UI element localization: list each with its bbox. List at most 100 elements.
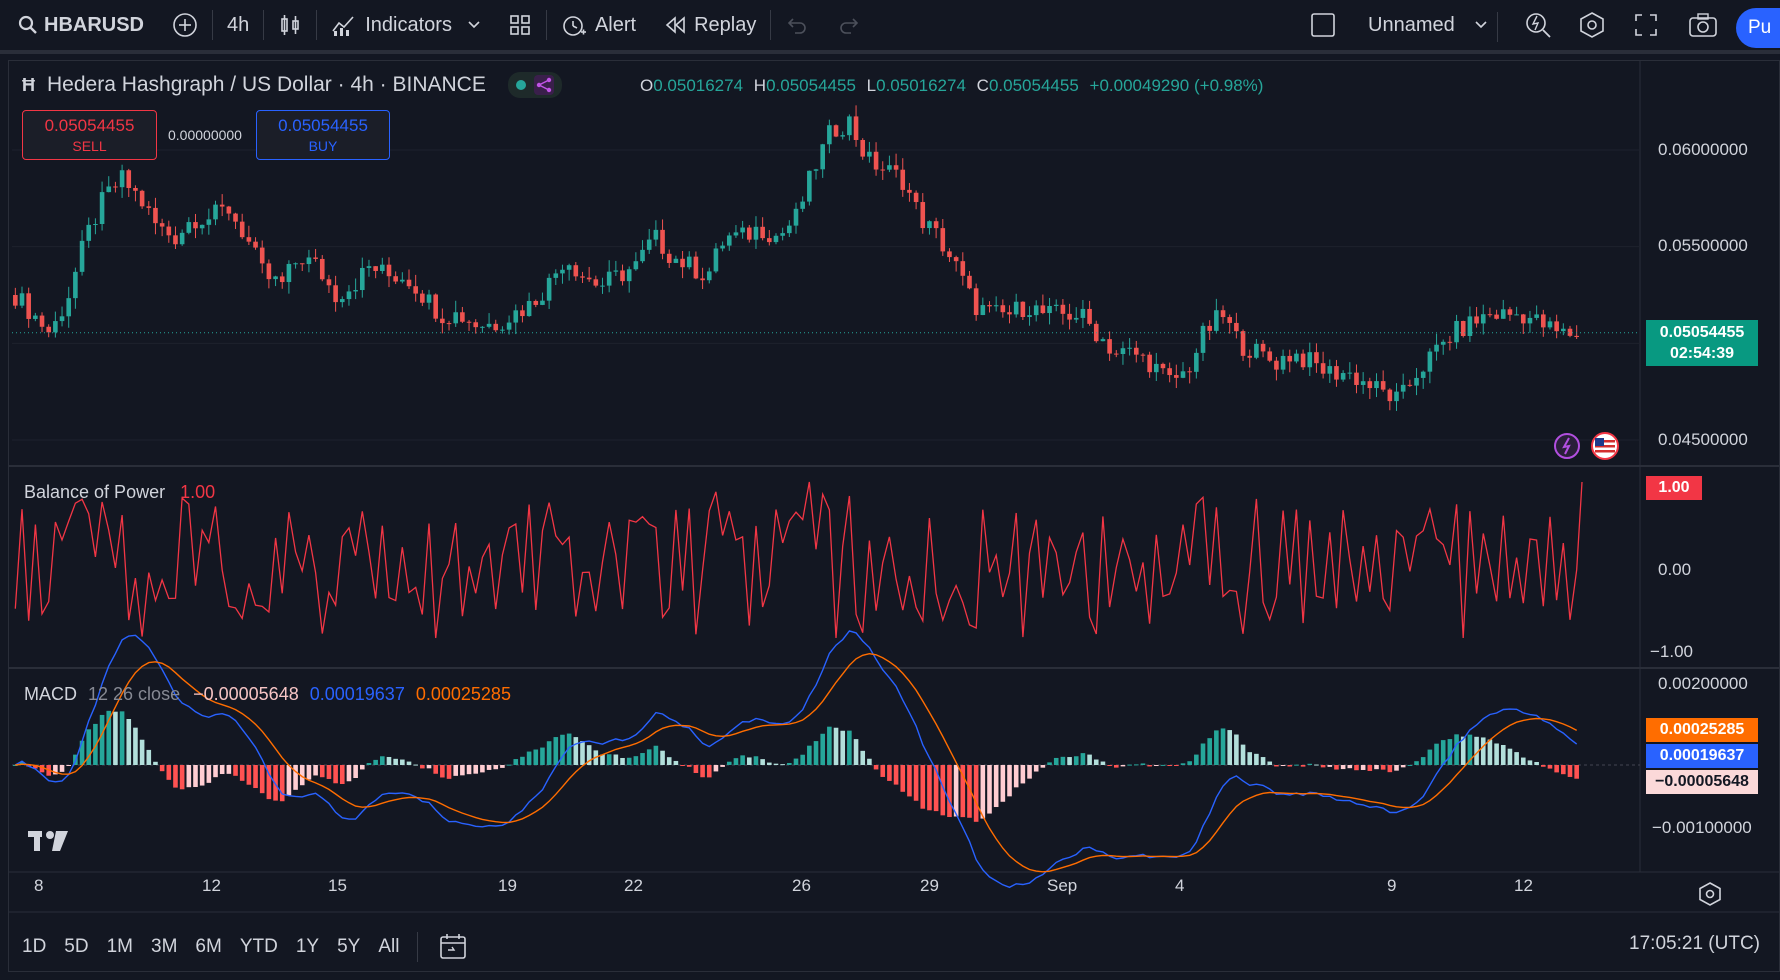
candle-body	[433, 294, 438, 319]
candle-body	[693, 256, 699, 279]
candle-body	[626, 269, 632, 282]
plus-circle-icon	[173, 13, 197, 37]
macd-histogram-bar	[706, 765, 712, 778]
macd-histogram-bar	[880, 765, 886, 777]
exchange-icon: Ħ	[22, 74, 35, 95]
macd-histogram-bar	[193, 765, 198, 787]
macd-histogram-bar	[813, 741, 819, 765]
macd-histogram-bar	[1127, 764, 1132, 766]
candle-body	[1527, 317, 1533, 324]
candle-body	[1180, 371, 1186, 378]
tradingview-logo[interactable]	[28, 828, 76, 854]
range-3m[interactable]: 3M	[151, 936, 178, 957]
macd-histogram-bar	[1474, 736, 1479, 765]
macd-histogram-bar	[953, 765, 959, 817]
macd-histogram-bar	[686, 765, 692, 767]
interval-button[interactable]: 4h	[227, 13, 250, 36]
candle-body	[126, 170, 132, 189]
candle-body	[526, 300, 532, 317]
candle-body	[1494, 314, 1499, 319]
candle-body	[500, 329, 505, 331]
candle-body	[873, 151, 879, 170]
macd-histogram-bar	[1300, 765, 1306, 767]
candle-body	[893, 165, 899, 170]
candle-body	[1140, 354, 1146, 356]
axis-settings-icon[interactable]	[1696, 880, 1724, 908]
range-1y[interactable]: 1Y	[295, 936, 320, 957]
time-axis-label: 12	[202, 876, 221, 895]
candle-body	[353, 290, 358, 292]
macd-histogram-bar	[186, 765, 192, 788]
range-6m[interactable]: 6M	[195, 936, 222, 957]
macd-histogram-bar	[1207, 738, 1212, 765]
range-ytd[interactable]: YTD	[239, 936, 278, 957]
candle-body	[1454, 320, 1459, 343]
sell-button[interactable]: 0.05054455 SELL	[22, 110, 157, 160]
candle-body	[273, 276, 278, 280]
symbol-search[interactable]: HBARUSD	[0, 0, 158, 52]
range-all[interactable]: All	[378, 936, 400, 957]
fullscreen-button[interactable]	[1620, 0, 1672, 52]
macd-histogram-bar	[19, 761, 25, 765]
clock[interactable]: 17:05:21 (UTC)	[1629, 933, 1760, 954]
bop-value-tag: 1.00	[1646, 476, 1702, 500]
candle-body	[760, 226, 765, 239]
compare-button[interactable]	[158, 0, 212, 52]
undo-button[interactable]	[771, 0, 823, 52]
candle-body	[1460, 320, 1466, 337]
macd-histogram-bar	[99, 714, 105, 765]
layout-square-icon	[1311, 13, 1335, 37]
quick-search-button[interactable]	[1510, 0, 1566, 52]
macd-histogram-bar	[480, 765, 485, 773]
candle-body	[1574, 335, 1579, 338]
divider	[1497, 12, 1498, 42]
indicators-button[interactable]: Indicators	[317, 0, 494, 52]
layouts-button[interactable]	[494, 0, 546, 52]
goto-date-icon[interactable]	[438, 933, 468, 961]
macd-histogram-bar	[533, 749, 539, 765]
macd-histogram-bar	[847, 730, 852, 765]
candle-body	[266, 263, 272, 280]
layout-name-button[interactable]: Unnamed	[1296, 0, 1501, 52]
market-status-pill[interactable]	[507, 72, 562, 98]
macd-histogram-bar	[1380, 765, 1386, 770]
replay-button[interactable]: Replay	[650, 0, 770, 52]
macd-histogram-bar	[319, 765, 325, 778]
macd-histogram-bar	[520, 756, 525, 765]
macd-histogram-bar	[1174, 765, 1179, 766]
macd-histogram-bar	[153, 761, 158, 765]
bop-axis-label: −1.00	[1650, 642, 1694, 661]
us-flag-event-icon[interactable]	[1590, 431, 1622, 461]
publish-button[interactable]: Pu	[1736, 8, 1780, 48]
macd-histogram-bar	[1314, 764, 1319, 766]
alert-button[interactable]: Alert	[547, 0, 650, 52]
candle-body	[1127, 347, 1132, 349]
chart-type-button[interactable]	[264, 0, 316, 52]
candle-body	[673, 258, 679, 263]
settings-button[interactable]	[1564, 0, 1620, 52]
range-5y[interactable]: 5Y	[337, 936, 361, 957]
macd-histogram-bar	[1194, 754, 1199, 765]
candle-body	[73, 271, 78, 299]
buy-button[interactable]: 0.05054455 BUY	[256, 110, 390, 160]
macd-histogram-bar	[206, 765, 212, 783]
range-1d[interactable]: 1D	[22, 936, 47, 957]
macd-histogram-bar	[299, 765, 305, 786]
macd-histogram-bar	[339, 765, 345, 785]
range-1m[interactable]: 1M	[106, 936, 133, 957]
candle-body	[1187, 371, 1192, 373]
candle-body	[1274, 360, 1279, 370]
range-5d[interactable]: 5D	[64, 936, 89, 957]
bop-legend: Balance of Power 1.00	[24, 482, 215, 503]
candle-body	[319, 258, 325, 280]
macd-histogram-bar	[233, 765, 238, 776]
events-icons[interactable]	[1553, 431, 1587, 461]
candle-body	[1040, 305, 1046, 314]
candle-body	[960, 261, 966, 276]
macd-histogram-bar	[526, 751, 532, 765]
candle-body	[406, 279, 412, 287]
redo-button[interactable]	[823, 0, 875, 52]
snapshot-button[interactable]	[1674, 0, 1732, 52]
macd-histogram-bar	[853, 739, 859, 765]
